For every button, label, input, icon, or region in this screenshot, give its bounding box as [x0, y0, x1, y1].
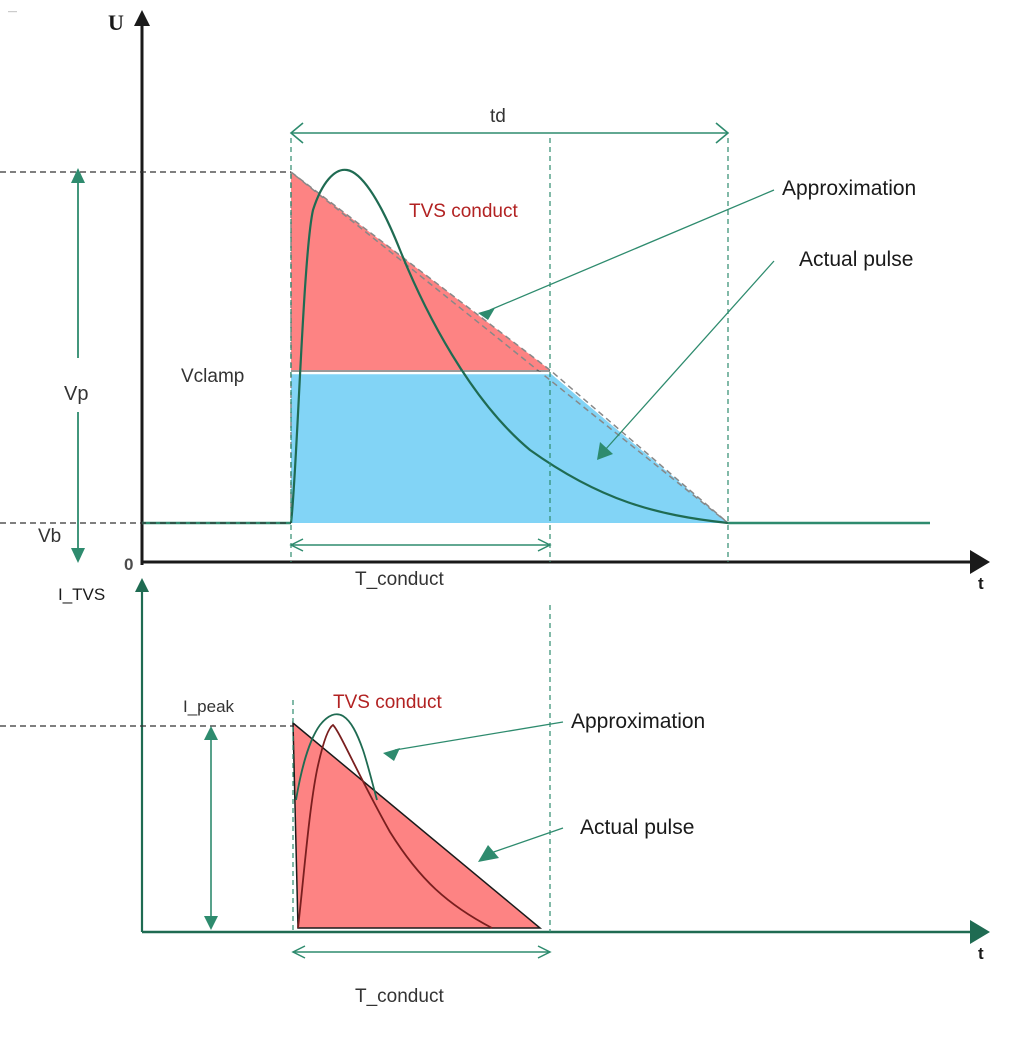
svg-text:0: 0	[124, 555, 133, 574]
svg-text:TVS conduct: TVS conduct	[409, 201, 518, 222]
svg-text:Vp: Vp	[64, 383, 88, 405]
svg-text:—: —	[8, 6, 17, 16]
svg-text:Actual pulse: Actual pulse	[799, 248, 913, 271]
svg-text:Approximation: Approximation	[782, 177, 916, 200]
svg-text:td: td	[490, 106, 506, 127]
svg-text:TVS conduct: TVS conduct	[333, 692, 442, 713]
svg-text:t: t	[978, 574, 984, 593]
svg-text:U: U	[108, 10, 124, 35]
svg-text:I_peak: I_peak	[183, 697, 235, 716]
svg-text:I_TVS: I_TVS	[58, 585, 105, 604]
svg-text:Vclamp: Vclamp	[181, 366, 244, 387]
svg-text:Actual pulse: Actual pulse	[580, 816, 694, 839]
svg-text:T_conduct: T_conduct	[355, 986, 444, 1007]
svg-text:t: t	[978, 944, 984, 963]
svg-text:T_conduct: T_conduct	[355, 569, 444, 590]
svg-text:Approximation: Approximation	[571, 710, 705, 733]
svg-text:Vb: Vb	[38, 526, 61, 547]
